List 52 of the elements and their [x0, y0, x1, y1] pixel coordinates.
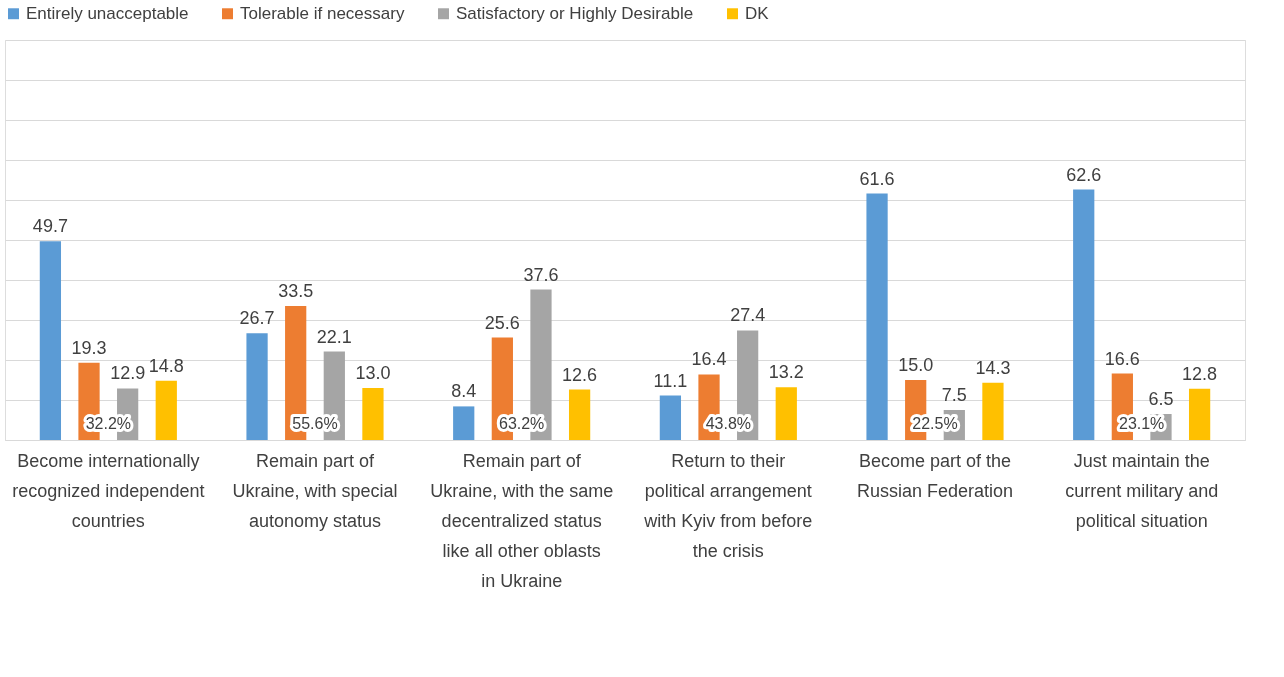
data-label: 62.6: [1066, 164, 1102, 185]
legend-label: Tolerable if necessary: [240, 3, 405, 23]
data-label: 37.6: [523, 264, 559, 285]
annotation: 43.8%: [705, 415, 752, 432]
x-tick-label: Return to their political arrangement with Kyiv from before the crisis: [643, 450, 813, 561]
bar: [39, 241, 62, 440]
data-label: 33.5: [278, 281, 314, 301]
x-tick-label: Become part of the Russian Federation: [856, 450, 1014, 501]
data-label: 14.8: [148, 355, 184, 376]
bar: [982, 382, 1004, 440]
legend-label: Entirely unacceptable: [26, 3, 189, 23]
x-tick-label: Just maintain the current military and political situation: [1065, 450, 1219, 531]
data-label: 16.4: [691, 349, 727, 370]
data-label: 13.2: [768, 362, 804, 383]
data-label: 15.0: [898, 355, 934, 375]
data-label: 12.6: [562, 364, 598, 385]
data-label: 26.7: [239, 308, 275, 329]
bar: [1073, 189, 1095, 440]
bar: [155, 380, 177, 440]
annotation: 22.5%: [912, 415, 958, 432]
data-label: 12.9: [110, 363, 146, 384]
data-label: 25.6: [484, 312, 520, 333]
data-label: 8.4: [451, 381, 477, 402]
bar: [453, 406, 475, 440]
legend-label: Satisfactory or Highly Desirable: [456, 3, 694, 23]
annotation: 32.2%: [85, 415, 132, 432]
data-label: 12.8: [1182, 363, 1218, 384]
data-label: 13.0: [355, 363, 391, 383]
bar: [246, 333, 268, 440]
data-label: 61.6: [859, 168, 895, 189]
bar: [775, 387, 797, 440]
data-label: 22.1: [316, 326, 352, 347]
bar: [568, 389, 591, 440]
data-label: 11.1: [653, 370, 688, 391]
data-label: 6.5: [1148, 389, 1174, 409]
bar: [362, 388, 384, 440]
x-tick-label: Become internationally recognized independent countries: [12, 450, 205, 531]
annotation: 55.6%: [292, 415, 338, 432]
x-tick-label: Remain part of Ukraine, with the same decentralized status like all other oblasts in Ukraine: [430, 450, 614, 591]
annotation: 63.2%: [498, 415, 545, 432]
x-tick-label: Remain part of Ukraine, with special autonomy status: [232, 450, 398, 531]
bar: [866, 193, 888, 440]
bar: [659, 395, 682, 440]
data-label: 49.7: [32, 216, 68, 237]
legend-label: DK: [745, 3, 770, 23]
data-label: 7.5: [941, 385, 967, 405]
data-label: 19.3: [71, 337, 107, 358]
data-label: 14.3: [975, 357, 1011, 378]
annotation: 23.1%: [1118, 415, 1165, 432]
data-label: 16.6: [1104, 348, 1140, 369]
bar: [1188, 388, 1211, 440]
data-label: 27.4: [730, 305, 766, 326]
